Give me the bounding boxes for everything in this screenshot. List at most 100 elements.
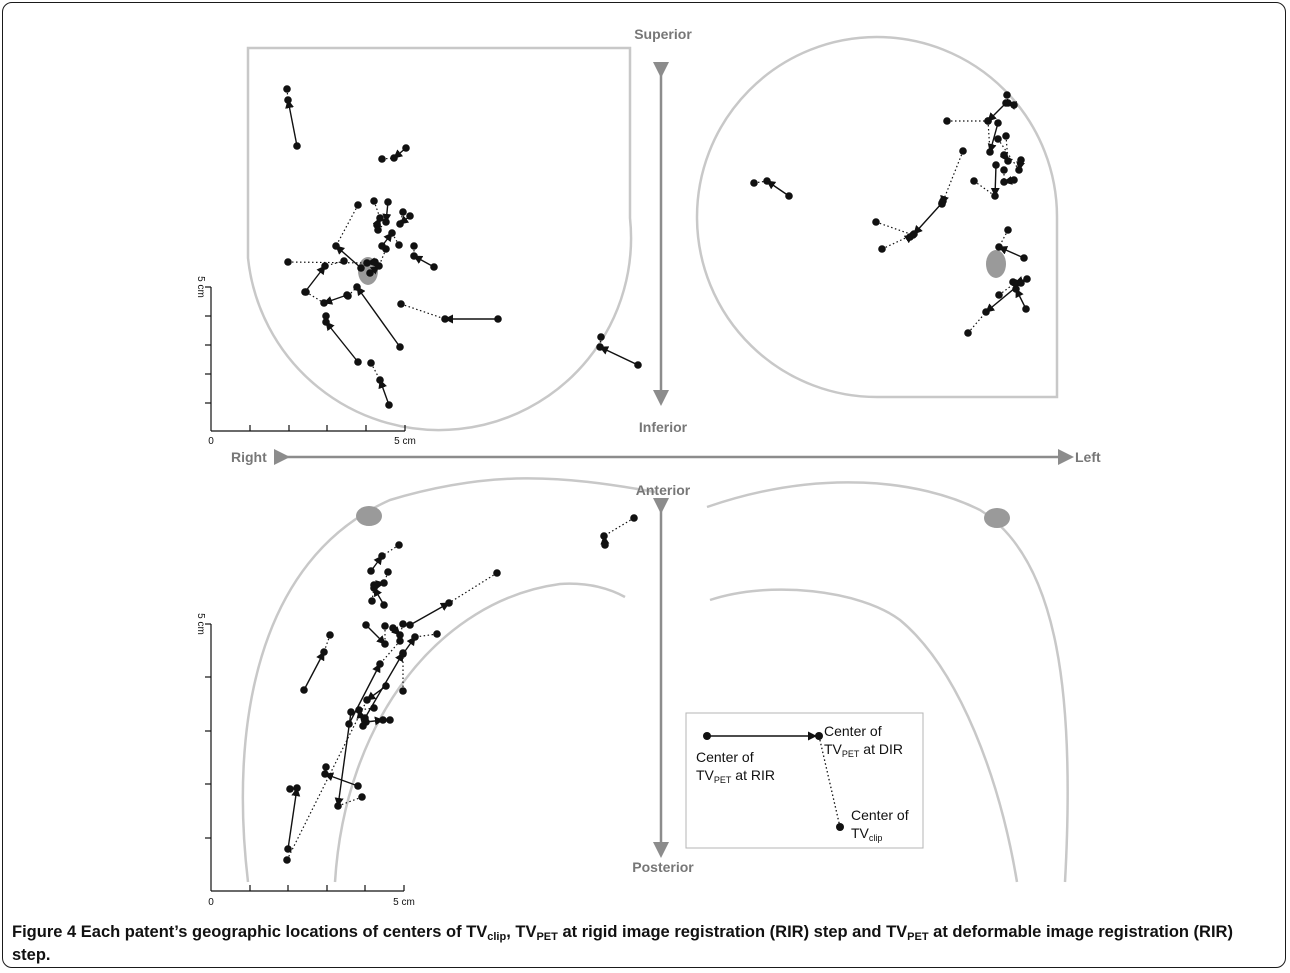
scale-top-y-label: 5 cm [195, 276, 206, 298]
clip-to-dir-dotted [373, 200, 381, 219]
dir-point [382, 218, 390, 226]
caption-label: Figure 4 [12, 923, 77, 941]
anterior-label: Anterior [636, 482, 691, 498]
clip-point [750, 179, 758, 187]
clip-point [374, 226, 382, 234]
trajectory-37 [406, 569, 501, 629]
legend-dir-point [815, 732, 823, 740]
dir-point [411, 633, 419, 641]
clip-to-dir-dotted [987, 120, 991, 153]
legend: Center of TVPET at RIR Center of TVPET a… [685, 712, 924, 849]
scale-bar-top [205, 286, 406, 432]
trajectory-10 [410, 242, 438, 271]
breast-outlines [241, 35, 1069, 883]
clip-to-dir-dotted [400, 303, 446, 320]
trajectory-47 [284, 784, 301, 853]
rir-point [378, 242, 386, 250]
dir-point [363, 696, 371, 704]
legend-rir-line1: Center of [696, 749, 754, 765]
dir-point [396, 631, 404, 639]
clip-point [970, 177, 978, 185]
scale-bottom-y-label: 5 cm [195, 613, 206, 635]
trajectory-33 [367, 541, 403, 575]
clip-point [302, 288, 310, 296]
clip-to-dir-dotted [967, 311, 987, 334]
trajectory-30 [995, 275, 1031, 299]
rir-to-dir-arrow [409, 602, 450, 626]
rir-point [406, 621, 414, 629]
rir-to-dir-arrow [285, 99, 298, 147]
trajectory-16 [596, 333, 642, 369]
legend-clip-line1: Center of [851, 807, 909, 823]
dir-point [376, 214, 384, 222]
rir-to-dir-arrow [987, 102, 1007, 122]
dir-point [293, 784, 301, 792]
posterior-label: Posterior [632, 859, 694, 875]
dir-point [353, 283, 361, 291]
clip-to-dir-dotted [875, 221, 914, 236]
trajectory-23 [984, 117, 1002, 156]
nipple-marker-bottom-right [356, 506, 382, 526]
dir-point [396, 220, 404, 228]
clip-point [397, 300, 405, 308]
rir-point [785, 192, 793, 200]
rir-to-dir-arrow [304, 265, 326, 293]
clip-point [995, 291, 1003, 299]
clip-point [1003, 91, 1011, 99]
dir-point [445, 599, 453, 607]
dir-point [1011, 279, 1019, 287]
scale-bottom-x-label: 5 cm [393, 897, 415, 908]
legend-dir-line1: Center of [824, 723, 882, 739]
clip-point [286, 785, 294, 793]
dir-point [390, 154, 398, 162]
rir-point [354, 358, 362, 366]
dir-point [284, 96, 292, 104]
dir-point [381, 640, 389, 648]
clip-to-dir-dotted [379, 640, 401, 665]
clip-point [1004, 226, 1012, 234]
trajectory-32 [600, 514, 638, 549]
trajectory-22 [878, 199, 946, 253]
rir-to-dir-arrow [766, 180, 790, 197]
clip-point [1000, 166, 1008, 174]
clip-point [872, 218, 880, 226]
legend-dir-line2: TVPET at DIR [824, 741, 903, 759]
legend-rir-point [703, 732, 711, 740]
trajectory-24 [999, 132, 1012, 165]
clip-point [322, 312, 330, 320]
dir-point [375, 262, 383, 270]
trajectory-8 [378, 229, 403, 250]
clip-point [386, 716, 394, 724]
trajectory-44 [355, 704, 378, 730]
rir-point [634, 361, 642, 369]
clip-to-dir-dotted [603, 517, 635, 537]
trajectory-15 [397, 300, 502, 324]
trajectory-48 [283, 682, 390, 864]
dir-point [322, 318, 330, 326]
nipple-marker-top-left [986, 250, 1006, 278]
trajectory-0 [283, 85, 301, 150]
rir-point [1017, 279, 1025, 287]
rir-point [354, 782, 362, 790]
figure-caption: Figure 4 Each patent’s geographic locati… [12, 923, 1233, 964]
rir-point [994, 119, 1002, 127]
rir-point [293, 142, 301, 150]
left-label: Left [1075, 449, 1101, 465]
dir-point [1000, 178, 1008, 186]
rir-to-dir-arrow [334, 711, 352, 807]
clip-point [326, 631, 334, 639]
rir-point [366, 269, 374, 277]
clip-point [284, 258, 292, 266]
clip-point [433, 630, 441, 638]
clip-point [597, 333, 605, 341]
rir-point [385, 401, 393, 409]
direction-arrows [274, 62, 1074, 858]
rir-point [359, 722, 367, 730]
dir-point [370, 584, 378, 592]
scale-bar-bottom [205, 623, 405, 892]
clip-point [354, 201, 362, 209]
trajectory-40 [300, 631, 334, 694]
rir-point [1023, 275, 1031, 283]
right-breast-coronal-outline [246, 46, 633, 432]
